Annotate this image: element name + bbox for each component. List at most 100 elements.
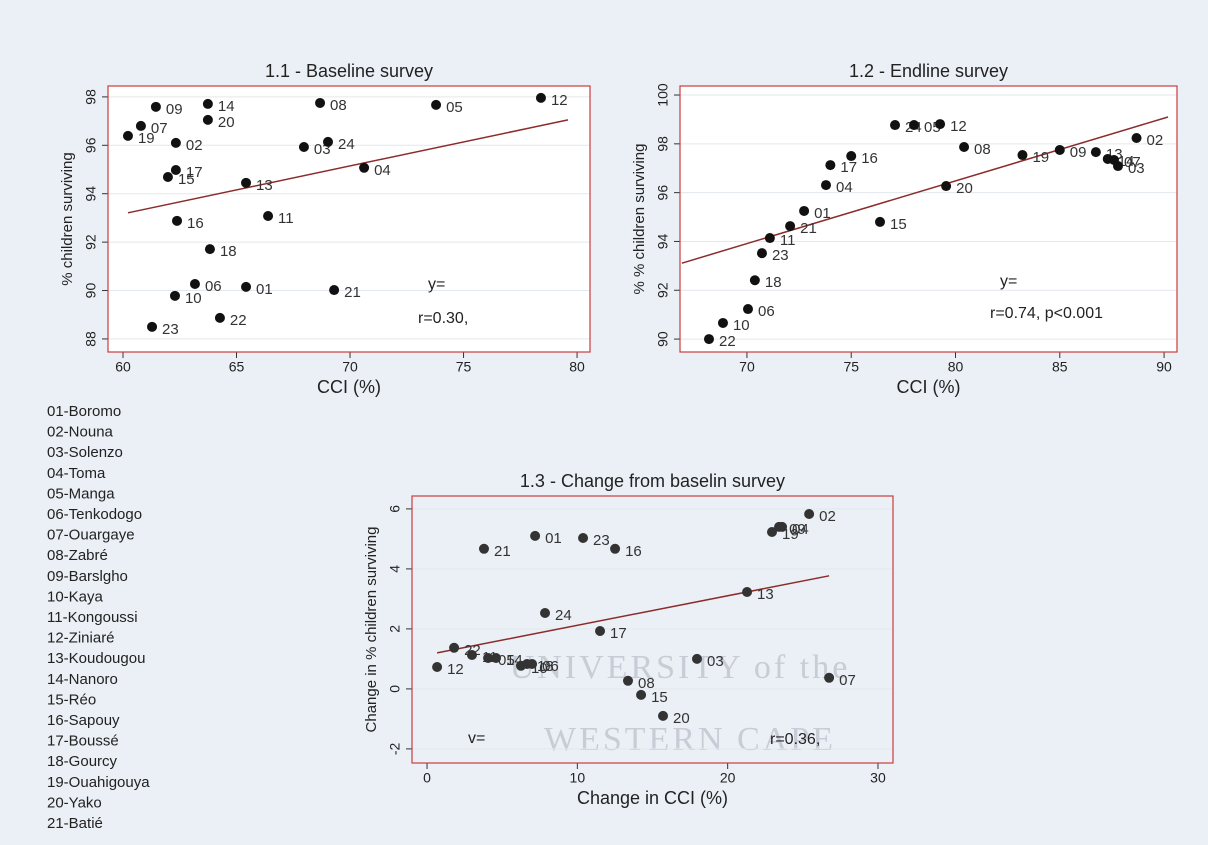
point	[359, 163, 369, 173]
point-label: 15	[890, 216, 907, 233]
point	[623, 676, 633, 686]
y-tick-label: 94	[83, 186, 99, 202]
point	[785, 221, 795, 231]
point-label: 06	[542, 658, 559, 675]
point	[765, 233, 775, 243]
point	[767, 527, 777, 537]
point	[578, 533, 588, 543]
key-entry: 17-Boussé	[47, 733, 119, 750]
point	[825, 160, 835, 170]
point-label: 23	[593, 532, 610, 549]
point	[1017, 150, 1027, 160]
point-label: 20	[218, 114, 235, 131]
y-tick-label: 98	[655, 136, 671, 152]
point-label: 19	[138, 130, 155, 147]
annotation: y=	[1000, 273, 1017, 290]
point	[658, 711, 668, 721]
y-tick-label: 4	[387, 565, 403, 573]
point-label: 23	[772, 247, 789, 264]
point-label: 06	[758, 303, 775, 320]
point-label: 15	[651, 689, 668, 706]
point	[757, 248, 767, 258]
point-label: 17	[840, 159, 857, 176]
point	[890, 120, 900, 130]
key-entry: 21-Batié	[47, 815, 103, 832]
point	[467, 650, 477, 660]
y-tick-label: 88	[83, 331, 99, 347]
point-label: 05	[446, 99, 463, 116]
point	[123, 131, 133, 141]
point	[1132, 133, 1142, 143]
y-axis-title: % children surviving	[59, 152, 76, 285]
x-tick-label: 75	[456, 359, 472, 375]
annotation: r=0.30,	[418, 310, 468, 327]
point	[315, 98, 325, 108]
point	[151, 102, 161, 112]
point	[941, 181, 951, 191]
chart-title: 1.2 - Endline survey	[849, 61, 1008, 81]
annotation: r=0.74, p<0.001	[990, 305, 1103, 322]
point	[530, 531, 540, 541]
key-entry: 04-Toma	[47, 465, 106, 482]
y-tick-label: 90	[83, 283, 99, 299]
point	[299, 142, 309, 152]
x-axis-title: Change in CCI (%)	[577, 788, 728, 808]
y-tick-label: 0	[387, 685, 403, 693]
point	[875, 217, 885, 227]
point	[824, 673, 834, 683]
point	[909, 120, 919, 130]
point	[432, 662, 442, 672]
key-entry: 03-Solenzo	[47, 444, 123, 461]
key-entry: 06-Tenkodogo	[47, 506, 142, 523]
point-label: 18	[765, 274, 782, 291]
key-entry: 09-Barslgho	[47, 568, 128, 585]
point-label: 12	[950, 118, 967, 135]
point-label: 16	[625, 543, 642, 560]
point	[1055, 145, 1065, 155]
point	[241, 282, 251, 292]
point-label: 20	[956, 180, 973, 197]
point-label: 21	[344, 284, 361, 301]
point	[935, 119, 945, 129]
key-entry: 10-Kaya	[47, 588, 104, 605]
y-tick-label: 2	[387, 625, 403, 633]
point-label: 03	[707, 653, 724, 670]
key-entry: 01-Boromo	[47, 403, 121, 420]
key-entry: 20-Yako	[47, 794, 102, 811]
y-tick-label: 98	[83, 89, 99, 105]
y-tick-label: 94	[655, 233, 671, 249]
point	[163, 172, 173, 182]
point-label: 04	[836, 179, 853, 196]
point	[821, 180, 831, 190]
y-tick-label: -2	[387, 742, 403, 755]
point-label: 22	[230, 312, 247, 329]
point-label: 20	[673, 710, 690, 727]
point-label: 15	[178, 171, 195, 188]
x-tick-label: 30	[870, 770, 886, 786]
point-label: 16	[187, 215, 204, 232]
x-tick-label: 65	[229, 359, 245, 375]
point-label: 10	[185, 290, 202, 307]
point	[1091, 147, 1101, 157]
key-entry: 08-Zabré	[47, 547, 108, 564]
point	[479, 544, 489, 554]
x-tick-label: 70	[342, 359, 358, 375]
point	[323, 137, 333, 147]
point	[610, 544, 620, 554]
y-tick-label: 96	[655, 185, 671, 201]
point-label: 21	[494, 543, 511, 560]
key-entry: 07-Ouargaye	[47, 527, 135, 544]
point-label: 19	[782, 526, 799, 543]
point-label: 02	[819, 508, 836, 525]
point	[636, 690, 646, 700]
annotation: y=	[428, 276, 445, 293]
point	[743, 304, 753, 314]
point-label: 02	[186, 137, 203, 154]
key-entry: 16-Sapouy	[47, 712, 120, 729]
point	[527, 659, 537, 669]
key-entry: 11-Kongoussi	[47, 609, 138, 626]
x-axis-title: CCI (%)	[897, 377, 961, 397]
y-tick-label: 100	[655, 83, 671, 107]
watermark: UNIVERSITY of the	[510, 649, 851, 686]
point	[536, 93, 546, 103]
